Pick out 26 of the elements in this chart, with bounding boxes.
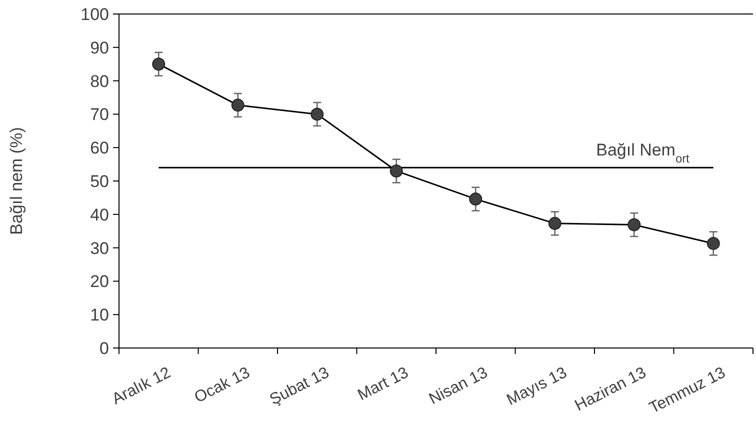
point [706,236,720,250]
point [152,58,166,71]
point [310,108,324,121]
x-tick-label: Aralık 12 [110,364,174,408]
x-tick-label: Nisan 13 [426,364,491,408]
point [628,218,641,232]
x-tick-label: Mayıs 13 [504,364,570,410]
y-tick-label: 80 [90,72,109,91]
x-tick-label: Mart 13 [355,364,412,404]
y-tick-label: 20 [90,272,109,292]
point [231,98,244,112]
point [390,164,403,178]
x-tick-label: Ocak 13 [192,364,253,407]
y-tick-label: 50 [90,172,109,191]
point [548,216,562,230]
point [469,192,482,206]
y-axis-title: Bağıl nem (%) [7,127,26,235]
y-tick-label: 60 [90,138,109,158]
y-tick-label: 100 [80,4,109,24]
y-tick-label: 0 [100,338,109,358]
y-tick-label: 10 [90,306,109,325]
y-tick-label: 70 [90,105,109,124]
ref-line-label: Bağıl Nem$_{ort}$ [596,140,690,166]
y-tick-label: 40 [90,205,109,224]
y-tick-label: 90 [90,38,109,58]
y-tick-label: 30 [90,238,109,258]
